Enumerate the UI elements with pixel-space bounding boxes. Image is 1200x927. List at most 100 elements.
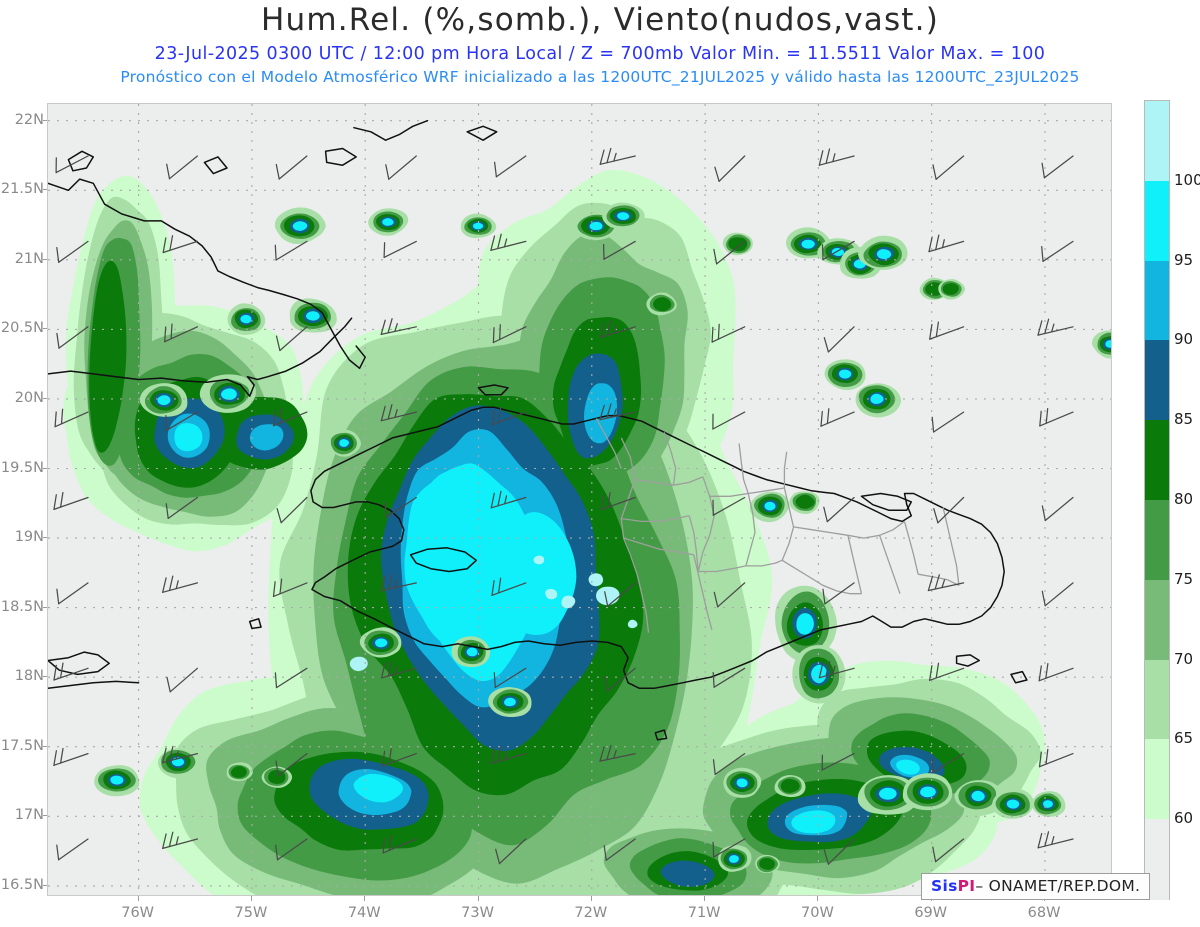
wind-barb: [821, 240, 855, 261]
colorbar-tick-label: 90: [1174, 330, 1194, 349]
wind-barb: [162, 831, 199, 850]
wind-barb: [823, 326, 855, 353]
province-border-7: [847, 535, 863, 594]
convective-cell-core95: [876, 249, 892, 260]
wind-barb: [56, 240, 89, 263]
wind-barb: [1037, 831, 1074, 849]
sispi-logo-sis: Sis: [931, 877, 958, 895]
wind-barb: [712, 752, 746, 776]
wind-barb: [822, 582, 855, 605]
coastline-samana: [860, 492, 913, 511]
page-title: Hum.Rel. (%,somb.), Viento(nudos,vast.): [260, 2, 940, 38]
wind-barb: [712, 838, 746, 858]
wind-barb: [928, 234, 965, 253]
coastline-jamaica-s: [48, 680, 140, 690]
province-border-2: [697, 476, 715, 572]
province-border-22: [917, 573, 960, 586]
convective-cell-core95: [1006, 799, 1020, 809]
humidity-hole: [561, 595, 576, 609]
coastline-jamaica: [48, 651, 110, 676]
humidity-hole: [533, 555, 545, 565]
lon-tick-label: 71W: [687, 905, 721, 921]
wind-barb: [600, 491, 636, 511]
wind-barb: [821, 752, 855, 771]
convective-cell-core95: [839, 369, 852, 379]
lat-tick-label: 17.5N: [0, 737, 44, 754]
convective-cell-core95: [221, 388, 237, 400]
wind-barb: [714, 155, 746, 182]
run-info-line: 23-Jul-2025 0300 UTC / 12:00 pm Hora Loc…: [154, 44, 1046, 64]
convective-cell-core95: [1043, 800, 1053, 808]
province-border-23: [783, 451, 788, 488]
wind-barb: [275, 155, 308, 180]
wind-barb: [380, 660, 417, 679]
convective-cell-core95: [811, 664, 827, 684]
wind-barb: [818, 148, 855, 166]
wind-barb: [490, 746, 527, 765]
wind-barb: [599, 147, 636, 165]
convective-cell-core95: [157, 395, 171, 406]
colorbar-band: [1145, 340, 1169, 421]
convective-cell-inner: [759, 858, 776, 870]
coastline-bahamas-s: [353, 119, 429, 141]
colorbar-band: [1145, 500, 1169, 581]
province-border-8: [863, 520, 905, 539]
convective-cell-core95: [764, 501, 776, 511]
wind-barb: [933, 496, 965, 524]
province-border-17: [693, 554, 713, 631]
wind-barb: [823, 838, 855, 865]
wind-barb: [1038, 662, 1074, 682]
convective-cell-core95: [1105, 340, 1111, 348]
coastline-gonave: [409, 547, 478, 573]
humidity-shading-layer: [63, 169, 1111, 895]
lon-tick-mark: [590, 896, 592, 901]
province-border-9: [878, 535, 901, 594]
lat-lon-grid: [48, 104, 1111, 895]
convective-cell-core95: [831, 247, 844, 257]
credit-agency: – ONAMET/REP.DOM.: [975, 877, 1141, 895]
humidity-hole: [627, 619, 638, 629]
wind-barb: [491, 406, 527, 426]
wind-barb: [600, 320, 636, 338]
lon-tick-mark: [817, 896, 819, 901]
province-border-18: [738, 443, 749, 494]
lat-tick-mark: [43, 328, 47, 330]
convective-cell-core95: [292, 221, 308, 231]
wind-barb: [275, 752, 308, 777]
lat-tick-label: 20.5N: [0, 320, 44, 337]
lon-tick-label: 72W: [574, 905, 608, 921]
humidity-contour-85: [660, 860, 715, 887]
wind-barb: [56, 326, 89, 349]
convective-cell-core95: [617, 212, 630, 220]
lat-tick-mark: [43, 884, 47, 886]
weather-map[interactable]: [47, 103, 1112, 896]
colorbar-tick-label: 95: [1174, 250, 1194, 269]
lat-tick-mark: [43, 745, 47, 747]
colorbar-tick-label: 60: [1174, 809, 1194, 828]
coastline-cuba-north: [48, 178, 366, 370]
wind-barb: [823, 496, 855, 523]
wind-barb: [276, 496, 308, 524]
coastline-bahama-a: [324, 147, 357, 166]
convective-cell-core95: [879, 787, 897, 800]
lat-tick-mark: [43, 467, 47, 469]
lon-tick-mark: [250, 896, 252, 901]
lat-tick-label: 17N: [14, 807, 44, 824]
convective-cell-inner: [653, 297, 672, 312]
map-canvas: [48, 104, 1111, 895]
wind-barb: [493, 155, 527, 178]
wind-barb: [1037, 318, 1074, 336]
lat-tick-label: 18.5N: [0, 598, 44, 615]
lat-tick-mark: [43, 258, 47, 260]
province-border-10: [621, 515, 690, 523]
convective-cell-inner: [728, 237, 748, 252]
province-border-0: [620, 437, 636, 556]
wind-barb: [599, 744, 636, 762]
wind-barb: [603, 667, 636, 692]
wind-barb: [55, 155, 89, 174]
colorbar-tick-label: 70: [1174, 649, 1194, 668]
wind-barb: [56, 838, 89, 861]
province-border-24: [595, 418, 622, 469]
colorbar-band: [1145, 739, 1169, 820]
wind-barb: [1039, 407, 1074, 427]
